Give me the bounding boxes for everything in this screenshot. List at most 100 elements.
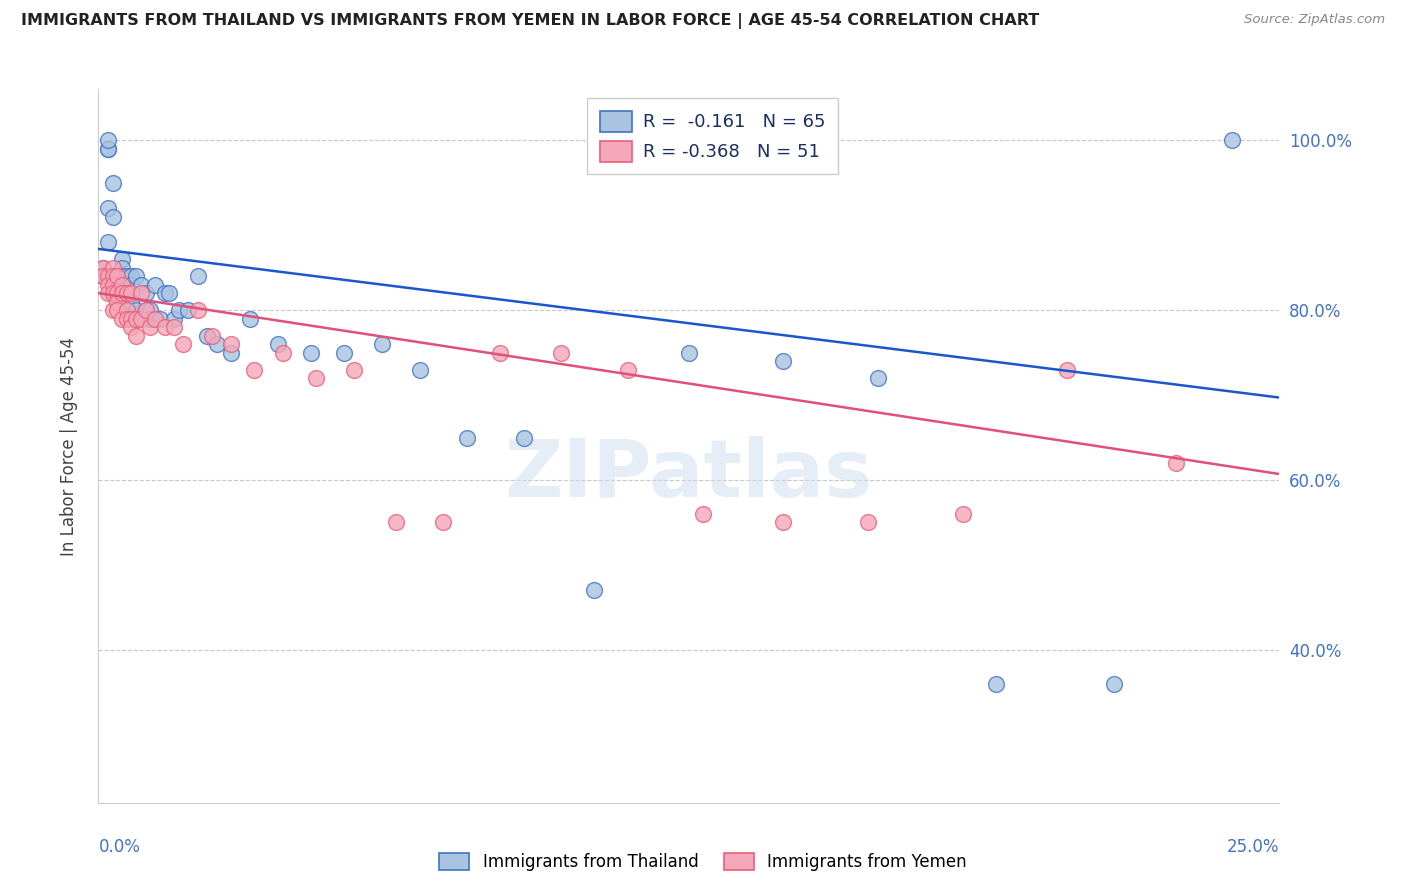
Point [101,269,124,284]
Point [129,311,152,326]
Point [177,303,200,318]
Point [333,345,356,359]
Point [219,337,242,351]
Point [195,328,218,343]
Point [115,286,138,301]
Text: Source: ZipAtlas.com: Source: ZipAtlas.com [1244,13,1385,27]
Point [111,286,134,301]
Text: 0.0%: 0.0% [98,838,141,856]
Point [121,294,143,309]
Point [1102,677,1125,691]
Point [678,345,700,359]
Point [167,303,190,318]
Point [111,277,134,292]
Point [172,337,194,351]
Point [97,235,120,249]
Point [385,516,408,530]
Point [583,583,606,598]
Point [135,303,157,318]
Point [105,277,128,292]
Point [456,430,478,444]
Point [97,269,120,284]
Point [101,269,124,284]
Point [1056,362,1078,376]
Point [984,677,1007,691]
Point [139,320,162,334]
Point [97,142,120,156]
Point [858,516,880,530]
Point [97,277,120,292]
Point [163,320,186,334]
Point [1164,456,1187,470]
Point [187,269,209,284]
Point [187,303,209,318]
Point [157,286,180,301]
Point [91,260,114,275]
Point [101,277,124,292]
Point [205,337,228,351]
Point [101,269,124,284]
Point [101,286,124,301]
Point [97,286,120,301]
Point [115,303,138,318]
Y-axis label: In Labor Force | Age 45-54: In Labor Force | Age 45-54 [59,336,77,556]
Point [512,430,534,444]
Point [271,345,294,359]
Point [239,311,262,326]
Point [342,362,364,376]
Point [97,133,120,147]
Point [153,286,176,301]
Text: IMMIGRANTS FROM THAILAND VS IMMIGRANTS FROM YEMEN IN LABOR FORCE | AGE 45-54 COR: IMMIGRANTS FROM THAILAND VS IMMIGRANTS F… [21,13,1039,29]
Text: 25.0%: 25.0% [1227,838,1279,856]
Point [91,269,114,284]
Point [115,303,138,318]
Point [153,320,176,334]
Point [432,516,454,530]
Point [125,269,148,284]
Point [111,311,134,326]
Point [772,354,794,368]
Point [616,362,638,376]
Point [371,337,394,351]
Point [201,328,224,343]
Point [101,176,124,190]
Point [125,303,148,318]
Point [101,269,124,284]
Point [121,277,143,292]
Point [101,269,124,284]
Point [97,142,120,156]
Point [111,286,134,301]
Point [111,260,134,275]
Point [121,286,143,301]
Point [115,269,138,284]
Point [125,311,148,326]
Point [105,294,128,309]
Point [692,507,714,521]
Point [139,303,162,318]
Point [121,320,143,334]
Point [105,286,128,301]
Point [550,345,572,359]
Text: ZIPatlas: ZIPatlas [505,435,873,514]
Point [101,210,124,224]
Point [111,286,134,301]
Point [139,311,162,326]
Point [101,260,124,275]
Point [91,260,114,275]
Point [952,507,974,521]
Legend: R =  -0.161   N = 65, R = -0.368   N = 51: R = -0.161 N = 65, R = -0.368 N = 51 [588,98,838,174]
Point [121,311,143,326]
Point [772,516,794,530]
Point [305,371,328,385]
Point [105,286,128,301]
Point [105,269,128,284]
Point [125,328,148,343]
Point [489,345,512,359]
Point [97,201,120,215]
Point [115,277,138,292]
Point [121,269,143,284]
Point [125,311,148,326]
Point [111,252,134,266]
Point [91,269,114,284]
Point [115,286,138,301]
